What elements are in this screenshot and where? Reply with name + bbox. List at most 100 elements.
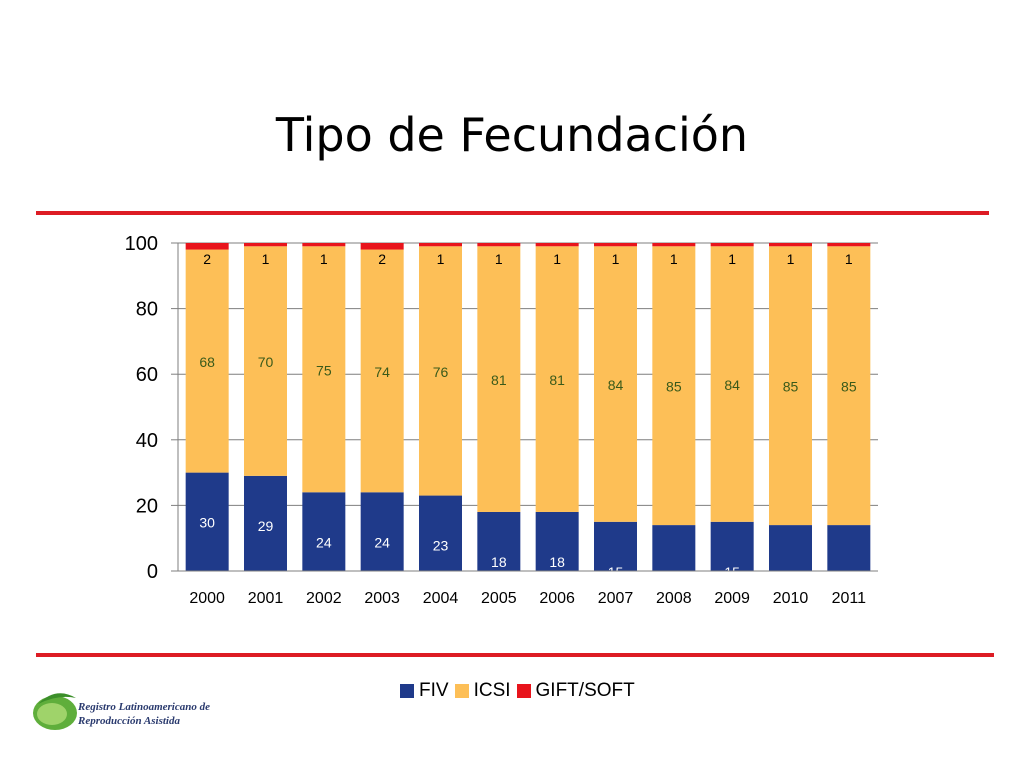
data-label-fiv: 18 bbox=[491, 554, 507, 570]
bar-giftsoft-2002 bbox=[302, 243, 346, 247]
data-label-fiv: 15 bbox=[608, 564, 624, 580]
bar-icsi-2006 bbox=[535, 246, 579, 512]
x-tick-label: 2002 bbox=[306, 590, 342, 607]
data-label-gift: 1 bbox=[437, 251, 445, 267]
bar-fiv-2002 bbox=[302, 492, 346, 571]
bar-fiv-2010 bbox=[769, 525, 812, 571]
data-label-icsi: 85 bbox=[783, 379, 799, 395]
data-label-icsi: 81 bbox=[549, 372, 565, 388]
x-tick-label: 2009 bbox=[714, 590, 750, 607]
data-label-fiv: 15 bbox=[724, 564, 740, 580]
bar-giftsoft-2001 bbox=[244, 243, 287, 247]
bar-fiv-2007 bbox=[594, 521, 637, 571]
bar-giftsoft-2010 bbox=[769, 243, 812, 247]
bar-icsi-2011 bbox=[827, 246, 871, 526]
x-tick-label: 2003 bbox=[364, 590, 400, 607]
data-label-gift: 1 bbox=[320, 251, 328, 267]
globe-leaf-icon bbox=[33, 693, 77, 730]
bar-icsi-2004 bbox=[419, 246, 462, 496]
data-label-fiv: 23 bbox=[433, 538, 449, 554]
bottom-divider bbox=[36, 653, 994, 657]
legend-item-icsi: ICSI bbox=[454, 680, 511, 702]
data-label-fiv: 24 bbox=[374, 534, 390, 550]
chart-legend: FIV ICSI GIFT/SOFT bbox=[400, 680, 641, 702]
y-tick-label: 100 bbox=[125, 233, 158, 255]
bar-fiv-2009 bbox=[710, 521, 754, 571]
bar-icsi-2005 bbox=[477, 246, 521, 512]
bar-giftsoft-2005 bbox=[477, 243, 521, 247]
bar-giftsoft-2003 bbox=[360, 243, 404, 250]
y-tick-label: 20 bbox=[136, 495, 158, 517]
data-label-icsi: 68 bbox=[199, 354, 215, 370]
bar-icsi-2007 bbox=[594, 246, 637, 522]
bar-fiv-2006 bbox=[535, 511, 579, 571]
x-tick-label: 2007 bbox=[598, 590, 634, 607]
data-label-gift: 2 bbox=[378, 251, 386, 267]
x-tick-label: 2005 bbox=[481, 590, 517, 607]
bar-giftsoft-2000 bbox=[185, 243, 229, 250]
x-tick-label: 2011 bbox=[832, 590, 867, 607]
data-label-fiv: 14 bbox=[666, 567, 682, 583]
bar-giftsoft-2007 bbox=[594, 243, 637, 247]
logo-line-1: Registro Latinoamericano de bbox=[78, 701, 210, 713]
data-label-icsi: 75 bbox=[316, 362, 332, 378]
bar-fiv-2011 bbox=[827, 525, 871, 571]
bar-icsi-2008 bbox=[652, 246, 696, 526]
data-label-fiv: 24 bbox=[316, 534, 332, 550]
legend-label: FIV bbox=[419, 680, 449, 701]
x-tick-label: 2006 bbox=[539, 590, 575, 607]
bar-icsi-2002 bbox=[302, 246, 346, 493]
legend-swatch bbox=[400, 684, 414, 698]
y-tick-label: 40 bbox=[136, 430, 158, 452]
legend-swatch bbox=[454, 684, 469, 698]
data-label-gift: 1 bbox=[262, 251, 270, 267]
bar-icsi-2003 bbox=[360, 249, 404, 493]
data-label-fiv: 18 bbox=[549, 554, 565, 570]
data-label-gift: 1 bbox=[728, 251, 736, 267]
bar-icsi-2009 bbox=[710, 246, 754, 522]
data-label-fiv: 30 bbox=[199, 515, 215, 531]
data-label-icsi: 85 bbox=[666, 379, 682, 395]
bar-fiv-2000 bbox=[185, 472, 229, 571]
top-divider bbox=[36, 211, 989, 215]
data-label-gift: 1 bbox=[553, 251, 561, 267]
bar-fiv-2005 bbox=[477, 511, 521, 571]
data-label-fiv: 14 bbox=[841, 567, 857, 583]
bar-giftsoft-2011 bbox=[827, 243, 871, 247]
data-label-icsi: 84 bbox=[608, 377, 624, 393]
legend-swatch bbox=[516, 684, 531, 698]
legend-item-fiv: FIV bbox=[400, 680, 449, 702]
stacked-bar-chart: 0 20 40 60 80 100 30 68 2 2000 29 70 1 2001 24 75 1 2002 2… bbox=[125, 233, 878, 607]
y-tick-label: 0 bbox=[147, 561, 158, 583]
data-label-icsi: 70 bbox=[258, 354, 274, 370]
x-tick-label: 2010 bbox=[773, 590, 809, 607]
y-tick-label: 60 bbox=[136, 364, 158, 386]
bar-icsi-2000 bbox=[185, 249, 229, 473]
bar-giftsoft-2009 bbox=[710, 243, 754, 247]
data-label-gift: 1 bbox=[670, 251, 678, 267]
bar-giftsoft-2006 bbox=[535, 243, 579, 247]
legend-item-giftsoft: GIFT/SOFT bbox=[516, 680, 635, 702]
data-label-icsi: 74 bbox=[374, 364, 390, 380]
bar-fiv-2003 bbox=[360, 492, 404, 571]
data-label-icsi: 81 bbox=[491, 372, 507, 388]
x-tick-label: 2001 bbox=[248, 590, 284, 607]
bar-fiv-2001 bbox=[244, 475, 287, 571]
legend-label: ICSI bbox=[473, 680, 511, 701]
slide-title: Tipo de Fecundación bbox=[275, 108, 749, 162]
data-label-gift: 1 bbox=[612, 251, 620, 267]
x-tick-label: 2008 bbox=[656, 590, 692, 607]
bar-fiv-2008 bbox=[652, 525, 696, 571]
data-label-gift: 1 bbox=[495, 251, 503, 267]
data-label-icsi: 85 bbox=[841, 379, 857, 395]
data-label-gift: 2 bbox=[203, 251, 211, 267]
data-label-fiv: 29 bbox=[258, 518, 274, 534]
x-tick-label: 2000 bbox=[189, 590, 225, 607]
data-label-fiv: 14 bbox=[783, 567, 799, 583]
bar-fiv-2004 bbox=[419, 495, 462, 571]
bar-giftsoft-2004 bbox=[419, 243, 462, 247]
bar-icsi-2001 bbox=[244, 246, 287, 476]
bar-giftsoft-2008 bbox=[652, 243, 696, 247]
data-label-gift: 1 bbox=[787, 251, 795, 267]
data-label-gift: 1 bbox=[845, 251, 853, 267]
